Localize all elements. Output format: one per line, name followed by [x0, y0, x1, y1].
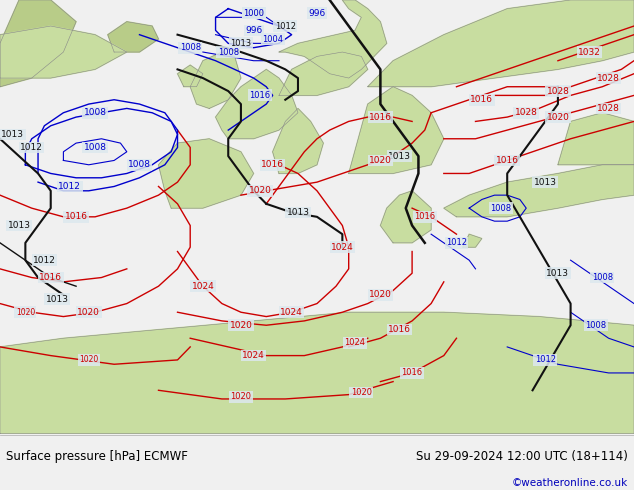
- Text: 1013: 1013: [1, 130, 24, 139]
- Text: 1016: 1016: [261, 160, 284, 169]
- Text: 1020: 1020: [230, 321, 252, 330]
- Text: 1024: 1024: [242, 351, 265, 360]
- Polygon shape: [444, 165, 634, 217]
- Polygon shape: [279, 52, 368, 96]
- Text: 1020: 1020: [369, 291, 392, 299]
- Polygon shape: [178, 65, 203, 87]
- Text: 1020: 1020: [547, 113, 569, 122]
- Text: 1013: 1013: [534, 178, 557, 187]
- Text: 1008: 1008: [490, 204, 512, 213]
- Text: 1024: 1024: [191, 282, 214, 291]
- Polygon shape: [273, 108, 323, 173]
- Polygon shape: [368, 0, 634, 87]
- Text: 1020: 1020: [77, 308, 100, 317]
- Text: 1020: 1020: [351, 388, 372, 397]
- Text: 1016: 1016: [249, 91, 271, 100]
- Text: 1016: 1016: [496, 156, 519, 165]
- Text: 1016: 1016: [369, 113, 392, 122]
- Text: 1016: 1016: [401, 368, 423, 377]
- Polygon shape: [190, 52, 241, 108]
- Text: 1008: 1008: [84, 143, 107, 152]
- Text: Surface pressure [hPa] ECMWF: Surface pressure [hPa] ECMWF: [6, 450, 188, 463]
- Polygon shape: [558, 113, 634, 165]
- Text: 1012: 1012: [20, 143, 43, 152]
- Text: 1016: 1016: [388, 325, 411, 334]
- Text: 1020: 1020: [16, 308, 35, 317]
- Text: 1028: 1028: [515, 108, 538, 117]
- Text: 1016: 1016: [65, 212, 87, 221]
- Text: 1020: 1020: [369, 156, 392, 165]
- Text: 1024: 1024: [331, 243, 354, 252]
- Text: 1000: 1000: [243, 8, 264, 18]
- Text: ©weatheronline.co.uk: ©weatheronline.co.uk: [512, 478, 628, 488]
- Text: 1020: 1020: [230, 392, 252, 401]
- Text: 1008: 1008: [128, 160, 151, 169]
- Text: 1013: 1013: [287, 208, 309, 217]
- Text: 1013: 1013: [547, 269, 569, 278]
- Polygon shape: [349, 87, 444, 173]
- Text: 1024: 1024: [344, 338, 366, 347]
- Polygon shape: [108, 22, 158, 52]
- Text: 1013: 1013: [46, 294, 68, 304]
- Text: 1012: 1012: [275, 22, 296, 30]
- Polygon shape: [0, 0, 76, 87]
- Polygon shape: [158, 139, 254, 208]
- Text: 1020: 1020: [249, 186, 271, 196]
- Polygon shape: [380, 191, 431, 243]
- Text: 1012: 1012: [33, 256, 56, 265]
- Text: 1013: 1013: [8, 221, 30, 230]
- Text: 1008: 1008: [217, 48, 239, 56]
- Text: Su 29-09-2024 12:00 UTC (18+114): Su 29-09-2024 12:00 UTC (18+114): [416, 450, 628, 463]
- Text: 1024: 1024: [280, 308, 303, 317]
- Text: 1012: 1012: [534, 355, 556, 365]
- Text: 1020: 1020: [79, 355, 98, 365]
- Polygon shape: [0, 312, 634, 434]
- Polygon shape: [279, 0, 387, 78]
- Text: 1028: 1028: [547, 87, 569, 96]
- Text: 1004: 1004: [262, 34, 283, 44]
- Text: 1016: 1016: [39, 273, 62, 282]
- Text: 1016: 1016: [414, 212, 436, 221]
- Polygon shape: [0, 26, 127, 78]
- Text: 1012: 1012: [58, 182, 81, 191]
- Text: 1016: 1016: [470, 95, 493, 104]
- Text: 1008: 1008: [585, 321, 607, 330]
- Text: 1008: 1008: [592, 273, 613, 282]
- Polygon shape: [216, 70, 298, 139]
- Text: 1013: 1013: [230, 39, 252, 48]
- Text: 1008: 1008: [84, 108, 107, 117]
- Text: 1028: 1028: [597, 104, 620, 113]
- Text: 1032: 1032: [578, 48, 601, 56]
- Text: 1008: 1008: [179, 43, 201, 52]
- Text: 1028: 1028: [597, 74, 620, 82]
- Text: 996: 996: [245, 26, 262, 35]
- Text: 996: 996: [308, 8, 326, 18]
- Text: 1012: 1012: [446, 238, 467, 247]
- Text: 1013: 1013: [388, 151, 411, 161]
- Polygon shape: [463, 234, 482, 247]
- Text: 1008: 1008: [243, 8, 264, 18]
